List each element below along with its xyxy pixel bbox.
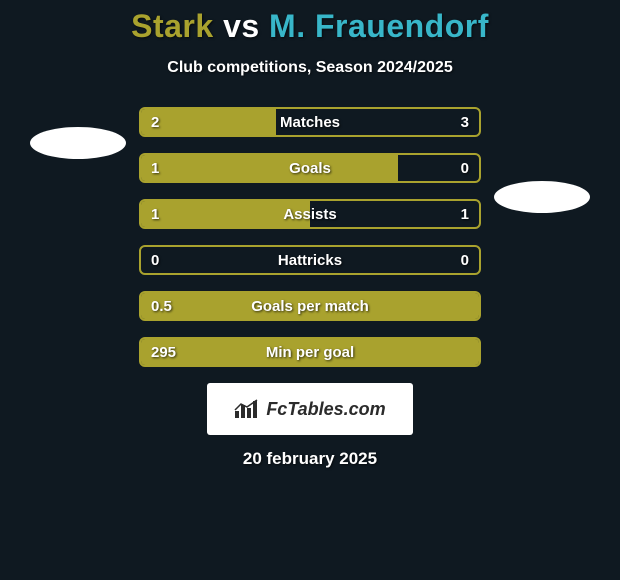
stat-value-right: 3 <box>461 109 469 135</box>
comparison-widget: Stark vs M. Frauendorf Club competitions… <box>0 0 620 469</box>
logo-text: FcTables.com <box>266 399 385 420</box>
stat-label: Hattricks <box>141 247 479 273</box>
stat-value-left: 0 <box>151 247 159 273</box>
player1-avatar <box>23 115 133 171</box>
stat-fill-left <box>141 201 310 227</box>
title-vs: vs <box>223 8 260 44</box>
stat-row: 295Min per goal <box>139 337 481 367</box>
stat-fill-left <box>141 155 398 181</box>
avatar-placeholder-icon <box>30 127 126 159</box>
stat-row: 0 0Hattricks <box>139 245 481 275</box>
stat-row: 10Goals <box>139 153 481 183</box>
stat-fill-left <box>141 339 479 365</box>
stat-row: 0.5Goals per match <box>139 291 481 321</box>
date: 20 february 2025 <box>0 449 620 469</box>
player1-name: Stark <box>131 8 214 44</box>
avatar-placeholder-icon <box>494 181 590 213</box>
fctables-logo-icon <box>234 399 260 419</box>
logo[interactable]: FcTables.com <box>207 383 413 435</box>
stat-value-right: 0 <box>461 247 469 273</box>
title: Stark vs M. Frauendorf <box>0 8 620 45</box>
stat-value-right: 1 <box>461 201 469 227</box>
stat-row: 11Assists <box>139 199 481 229</box>
stat-row: 23Matches <box>139 107 481 137</box>
stat-bars: 23Matches10Goals11Assists00Hattricks0.5G… <box>139 107 481 367</box>
player2-avatar <box>487 169 597 225</box>
stat-value-right: 0 <box>461 155 469 181</box>
stat-fill-left <box>141 293 479 319</box>
chart-area: 23Matches10Goals11Assists00Hattricks0.5G… <box>0 107 620 367</box>
subtitle: Club competitions, Season 2024/2025 <box>0 59 620 77</box>
stat-fill-left <box>141 109 276 135</box>
player2-name: M. Frauendorf <box>269 8 489 44</box>
